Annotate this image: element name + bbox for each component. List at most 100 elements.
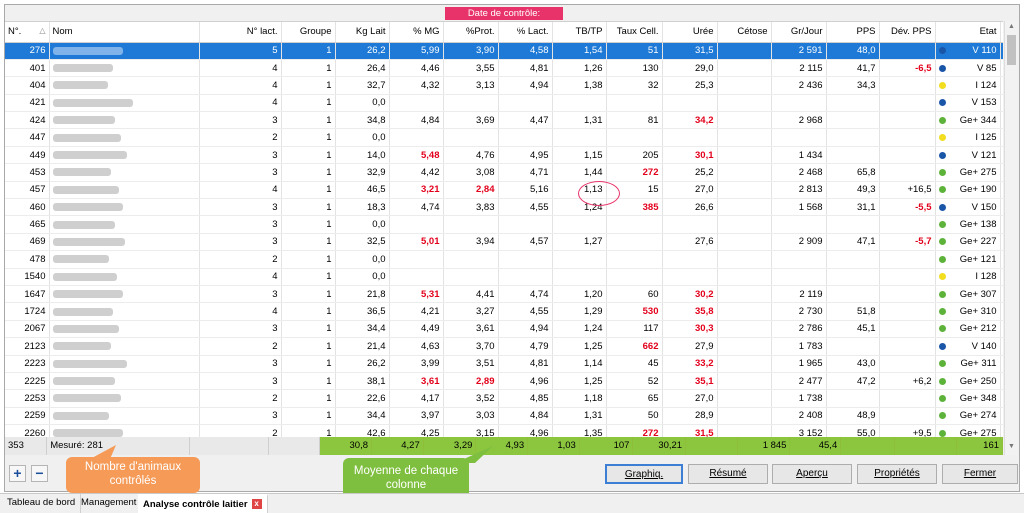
- scroll-up-icon[interactable]: ▲: [1008, 23, 1015, 30]
- status-dot-icon: [938, 64, 946, 72]
- cell-prot: [443, 250, 499, 269]
- column-header[interactable]: PPS: [826, 22, 880, 43]
- etat-label: Ge+ 121: [959, 253, 997, 265]
- table-row[interactable]: 457 4 1 46,5 3,21 2,84 5,16 1,13 15 27,0 2 813 49,3…: [5, 181, 1003, 200]
- table-row[interactable]: 404 4 1 32,7 4,32 3,13 4,94 1,38 32 25,3 2 436 34,3…: [5, 76, 1003, 95]
- add-button[interactable]: +: [9, 465, 26, 482]
- column-header[interactable]: N°. △: [5, 22, 50, 43]
- graph-button[interactable]: Graphiq.: [605, 464, 683, 484]
- cell-jours: 184: [1000, 233, 1003, 252]
- cell-mg: 5,31: [389, 285, 444, 304]
- cell-lact: 3: [199, 163, 282, 182]
- table-row[interactable]: 2259 3 1 34,4 3,97 3,03 4,84 1,31 50 28,9 2 408 48,…: [5, 407, 1003, 426]
- table-row[interactable]: 401 4 1 26,4 4,46 3,55 4,81 1,26 130 29,0 2 115 41,…: [5, 59, 1003, 78]
- cell-cetose: [717, 268, 772, 286]
- table-row[interactable]: 460 3 1 18,3 4,74 3,83 4,55 1,24 385 26,6 1 568 31,…: [5, 198, 1003, 217]
- cell-lacto: 4,47: [498, 111, 553, 130]
- scroll-down-icon[interactable]: ▼: [1008, 443, 1015, 450]
- tab-dashboard[interactable]: Tableau de bord: [2, 494, 82, 513]
- column-header[interactable]: TB/TP: [552, 22, 607, 43]
- close-tab-icon[interactable]: x: [251, 499, 262, 510]
- table-row[interactable]: 2067 3 1 34,4 4,49 3,61 4,94 1,24 117 30,3 2 786 45…: [5, 320, 1003, 339]
- cell-dev: [879, 337, 936, 356]
- column-header[interactable]: N° lact.: [199, 22, 282, 43]
- table-row[interactable]: 2123 2 1 21,4 4,63 3,70 4,79 1,25 662 27,9 1 783 V …: [5, 337, 1003, 356]
- table-row[interactable]: 276 5 1 26,2 5,99 3,90 4,58 1,54 51 31,5 2 591 48,0…: [5, 42, 1003, 60]
- blurred-name: [52, 411, 109, 420]
- table-row[interactable]: 1647 3 1 21,8 5,31 4,41 4,74 1,20 60 30,2 2 119 Ge+…: [5, 285, 1003, 304]
- cell-gr: 2 909: [771, 233, 827, 252]
- tab-milk-analysis[interactable]: Analyse contrôle laitier x: [138, 494, 268, 513]
- column-header[interactable]: Cétose: [717, 22, 772, 43]
- column-header[interactable]: Nom: [49, 22, 200, 43]
- cell-gr: 1 738: [771, 389, 827, 408]
- table-row[interactable]: 469 3 1 32,5 5,01 3,94 4,57 1,27 27,6 2 909 47,1 -5…: [5, 233, 1003, 252]
- column-header[interactable]: % Lact.: [498, 22, 553, 43]
- cell-prot: [443, 215, 499, 234]
- cell-lact: 2: [199, 389, 282, 408]
- etat-label: Ge+ 250: [959, 375, 997, 387]
- cell-gr: [771, 250, 827, 269]
- cell-cetose: [717, 163, 772, 182]
- cell-jours: 63: [1000, 76, 1003, 95]
- table-row[interactable]: 1724 4 1 36,5 4,21 3,27 4,55 1,29 530 35,8 2 730 51…: [5, 302, 1003, 321]
- cell-dev: +16,5: [879, 181, 936, 200]
- cell-dev: [879, 355, 936, 373]
- cell-uree: 30,2: [662, 285, 718, 304]
- cell-gr: 2 115: [771, 59, 827, 78]
- column-header[interactable]: % MG: [389, 22, 444, 43]
- cell-kg: 32,9: [335, 163, 390, 182]
- cell-jours: 272: [1000, 42, 1003, 60]
- column-header[interactable]: Groupe: [281, 22, 336, 43]
- scrollbar-thumb[interactable]: [1007, 35, 1016, 65]
- cell-cell: 205: [606, 146, 663, 165]
- column-header[interactable]: Dév. PPS: [879, 22, 936, 43]
- cell-n: 276: [5, 42, 50, 60]
- table-row[interactable]: 1540 4 1 0,0 I 128: [5, 268, 1003, 286]
- table-row[interactable]: 424 3 1 34,8 4,84 3,69 4,47 1,31 81 34,2 2 968 Ge+ …: [5, 111, 1003, 130]
- column-header[interactable]: %Prot.: [443, 22, 499, 43]
- status-dot-icon: [938, 325, 946, 333]
- table-row[interactable]: 465 3 1 0,0 Ge+ 138: [5, 215, 1003, 234]
- table-row[interactable]: 447 2 1 0,0 I 125: [5, 128, 1003, 147]
- column-header[interactable]: Kg Lait: [335, 22, 390, 43]
- status-dot-icon: [938, 47, 946, 55]
- table-row[interactable]: 478 2 1 0,0 Ge+ 121: [5, 250, 1003, 269]
- cell-lact: 3: [199, 215, 282, 234]
- cell-kg: 22,6: [335, 389, 390, 408]
- column-header[interactable]: Etat: [935, 22, 1001, 43]
- blurred-name: [52, 81, 108, 90]
- cell-lacto: 4,96: [498, 372, 553, 391]
- remove-button[interactable]: −: [31, 465, 48, 482]
- cell-etat: V 140: [935, 337, 1001, 356]
- column-header[interactable]: Urée: [662, 22, 718, 43]
- vertical-scrollbar[interactable]: ▲ ▼: [1004, 21, 1018, 455]
- preview-button[interactable]: Aperçu: [772, 464, 852, 484]
- cell-cetose: [717, 372, 772, 391]
- cell-cetose: [717, 337, 772, 356]
- table-row[interactable]: 449 3 1 14,0 5,48 4,76 4,95 1,15 205 30,1 1 434 V 1…: [5, 146, 1003, 165]
- column-header[interactable]: Jours: [1000, 22, 1003, 43]
- tab-management[interactable]: Management: [76, 494, 143, 513]
- summary-button[interactable]: Résumé: [688, 464, 768, 484]
- cell-mg: 3,99: [389, 355, 444, 373]
- table-row[interactable]: 453 3 1 32,9 4,42 3,08 4,71 1,44 272 25,2 2 468 65,…: [5, 163, 1003, 182]
- properties-button[interactable]: Propriétés: [857, 464, 937, 484]
- table-row[interactable]: 2253 2 1 22,6 4,17 3,52 4,85 1,18 65 27,0 1 738 Ge+…: [5, 389, 1003, 408]
- cell-dev: [879, 76, 936, 95]
- table-row[interactable]: 421 4 1 0,0 V 153: [5, 94, 1003, 113]
- etat-label: V 150: [971, 201, 997, 213]
- column-header[interactable]: Taux Cell.: [606, 22, 663, 43]
- totals-row: 353 Mesuré: 281 30,8 4,27 3,29 4,93 1,03…: [5, 437, 1004, 455]
- cell-cetose: [717, 250, 772, 269]
- cell-tbtp: [552, 215, 607, 234]
- close-button[interactable]: Fermer: [942, 464, 1018, 484]
- table-row[interactable]: 2225 3 1 38,1 3,61 2,89 4,96 1,25 52 35,1 2 477 47,…: [5, 372, 1003, 391]
- column-header[interactable]: Gr/Jour: [771, 22, 827, 43]
- blurred-name: [52, 220, 115, 229]
- table-row[interactable]: 2223 3 1 26,2 3,99 3,51 4,81 1,14 45 33,2 1 965 43,…: [5, 355, 1003, 373]
- total-dev: [841, 437, 895, 455]
